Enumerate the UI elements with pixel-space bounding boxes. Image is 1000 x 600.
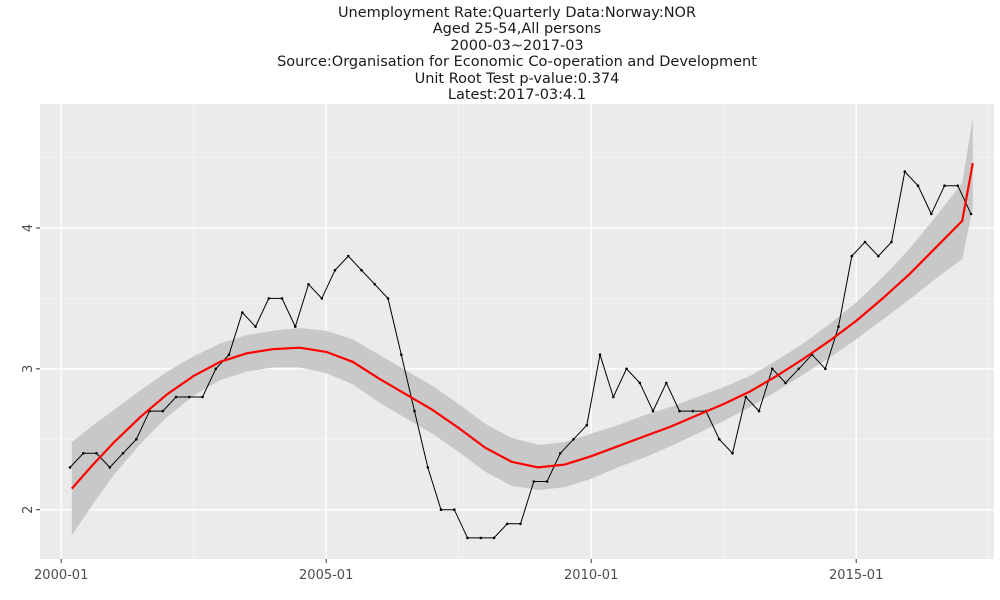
chart-title: Unemployment Rate:Quarterly Data:Norway:… [40,5,994,103]
title-line-2: Aged 25-54,All persons [432,21,602,38]
series-point [492,536,496,540]
series-point [903,170,907,173]
series-point [612,395,615,399]
series-point [241,311,244,314]
series-point [757,409,761,413]
series-point [665,381,668,385]
series-point [307,283,310,286]
series-point [943,184,946,187]
title-line-6: Latest:2017-03:4.1 [447,87,587,104]
series-point [877,254,880,258]
title-line-1: Unemployment Rate:Quarterly Data:Norway:… [337,5,697,21]
series-point [214,367,218,371]
series-point [837,325,840,328]
series-point [161,409,165,413]
series-point [347,254,350,258]
series-point [68,466,72,469]
series-point [625,367,628,371]
series-point [678,409,681,413]
series-point [598,353,602,357]
title-line-4: Source:Organisation for Economic Co-oper… [277,54,757,71]
series-point [890,240,893,244]
series-point [532,480,536,483]
series-point [135,438,138,441]
series-point [121,452,125,455]
series-point [585,423,589,427]
minor-gridlines [40,104,994,559]
series-point [174,395,178,399]
series-point [771,367,774,371]
series-point [280,297,284,300]
series-point [638,381,642,385]
y-tick-label: 2 [21,506,36,514]
series-point [466,536,469,540]
title-line-3: 2000-03~2017-03 [450,37,584,54]
series-point [95,452,98,455]
x-axis: 2000-01 2005-01 2010-01 2015-01 [34,559,883,583]
series-point [413,409,416,413]
series-point [294,325,297,328]
series-point [506,522,509,526]
series-point [400,353,403,357]
series-point [519,522,522,526]
series-point [797,367,801,371]
title-line-5: Unit Root Test p-value:0.374 [414,70,620,87]
series-point [188,395,191,399]
series-point [930,212,933,216]
series-point [969,212,973,216]
y-tick-label: 4 [21,224,36,232]
series-point [82,452,85,455]
x-tick-label: 2005-01 [299,568,353,583]
series-point [718,438,721,441]
x-tick-label: 2000-01 [34,568,88,583]
x-tick-label: 2010-01 [564,568,618,583]
series-point [386,297,390,300]
y-tick-label: 3 [21,365,36,373]
series-point [545,480,549,483]
series-point [320,297,324,300]
series-point [824,367,827,371]
y-axis: 2 3 4 [21,224,40,514]
series-point [254,325,257,328]
series-point [267,297,271,300]
series-point [572,438,575,441]
series-point [691,409,695,413]
series-point [784,381,787,385]
x-tick-label: 2015-01 [829,568,883,583]
series-point [744,395,748,399]
series-point [479,536,483,540]
series-point [373,283,377,286]
confidence-band [71,118,973,536]
series-point [439,508,443,512]
major-gridlines [40,104,994,559]
series-point [426,466,430,469]
series-point [850,254,854,258]
series-point [453,508,456,512]
series-point [559,452,562,455]
series-point [227,353,231,357]
series-point [360,268,363,272]
series-point [731,452,734,455]
series-point [651,409,655,413]
series-point [333,268,337,272]
trend-line [70,163,974,490]
series-point [863,240,867,244]
series-point [956,184,960,187]
series-point [916,184,920,187]
series-point [201,395,204,399]
series-point [108,466,112,469]
